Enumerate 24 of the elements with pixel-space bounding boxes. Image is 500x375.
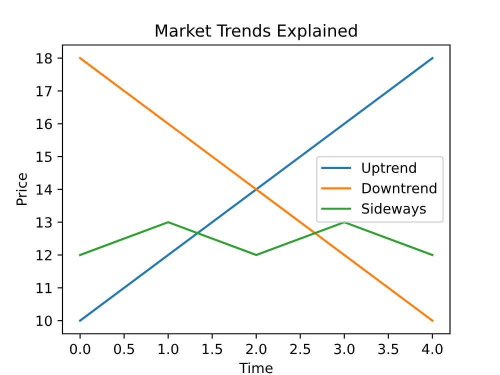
y-tick-label: 11: [36, 282, 52, 294]
x-tick-label: 2.0: [246, 344, 266, 354]
x-tick-label: 3.5: [378, 344, 398, 354]
legend-label: Uptrend: [362, 162, 416, 176]
y-tick-label: 13: [36, 217, 52, 228]
y-tick-label: 18: [36, 53, 52, 64]
chart-title: Market Trends Explained: [156, 24, 357, 40]
y-tick-label: 15: [36, 152, 52, 162]
y-tick-label: 12: [36, 250, 52, 260]
x-tick-label: 4.0: [422, 344, 443, 354]
x-axis-title: Time: [239, 362, 273, 374]
legend-label: Sideways: [362, 203, 426, 216]
x-tick-label: 1.5: [202, 344, 222, 354]
x-tick-label: 3.0: [334, 344, 354, 354]
y-tick-label: 10: [36, 316, 52, 326]
x-tick-label: 1.0: [158, 344, 178, 354]
x-tick-label: 0.5: [114, 344, 134, 354]
y-axis-title: Price: [16, 173, 27, 205]
legend-label: Downtrend: [362, 182, 436, 194]
x-tick-label: 0.0: [70, 344, 90, 354]
x-tick-label: 2.5: [290, 344, 310, 354]
y-tick-label: 14: [36, 184, 52, 195]
y-tick-label: 16: [36, 118, 52, 130]
y-tick-label: 17: [36, 86, 52, 96]
